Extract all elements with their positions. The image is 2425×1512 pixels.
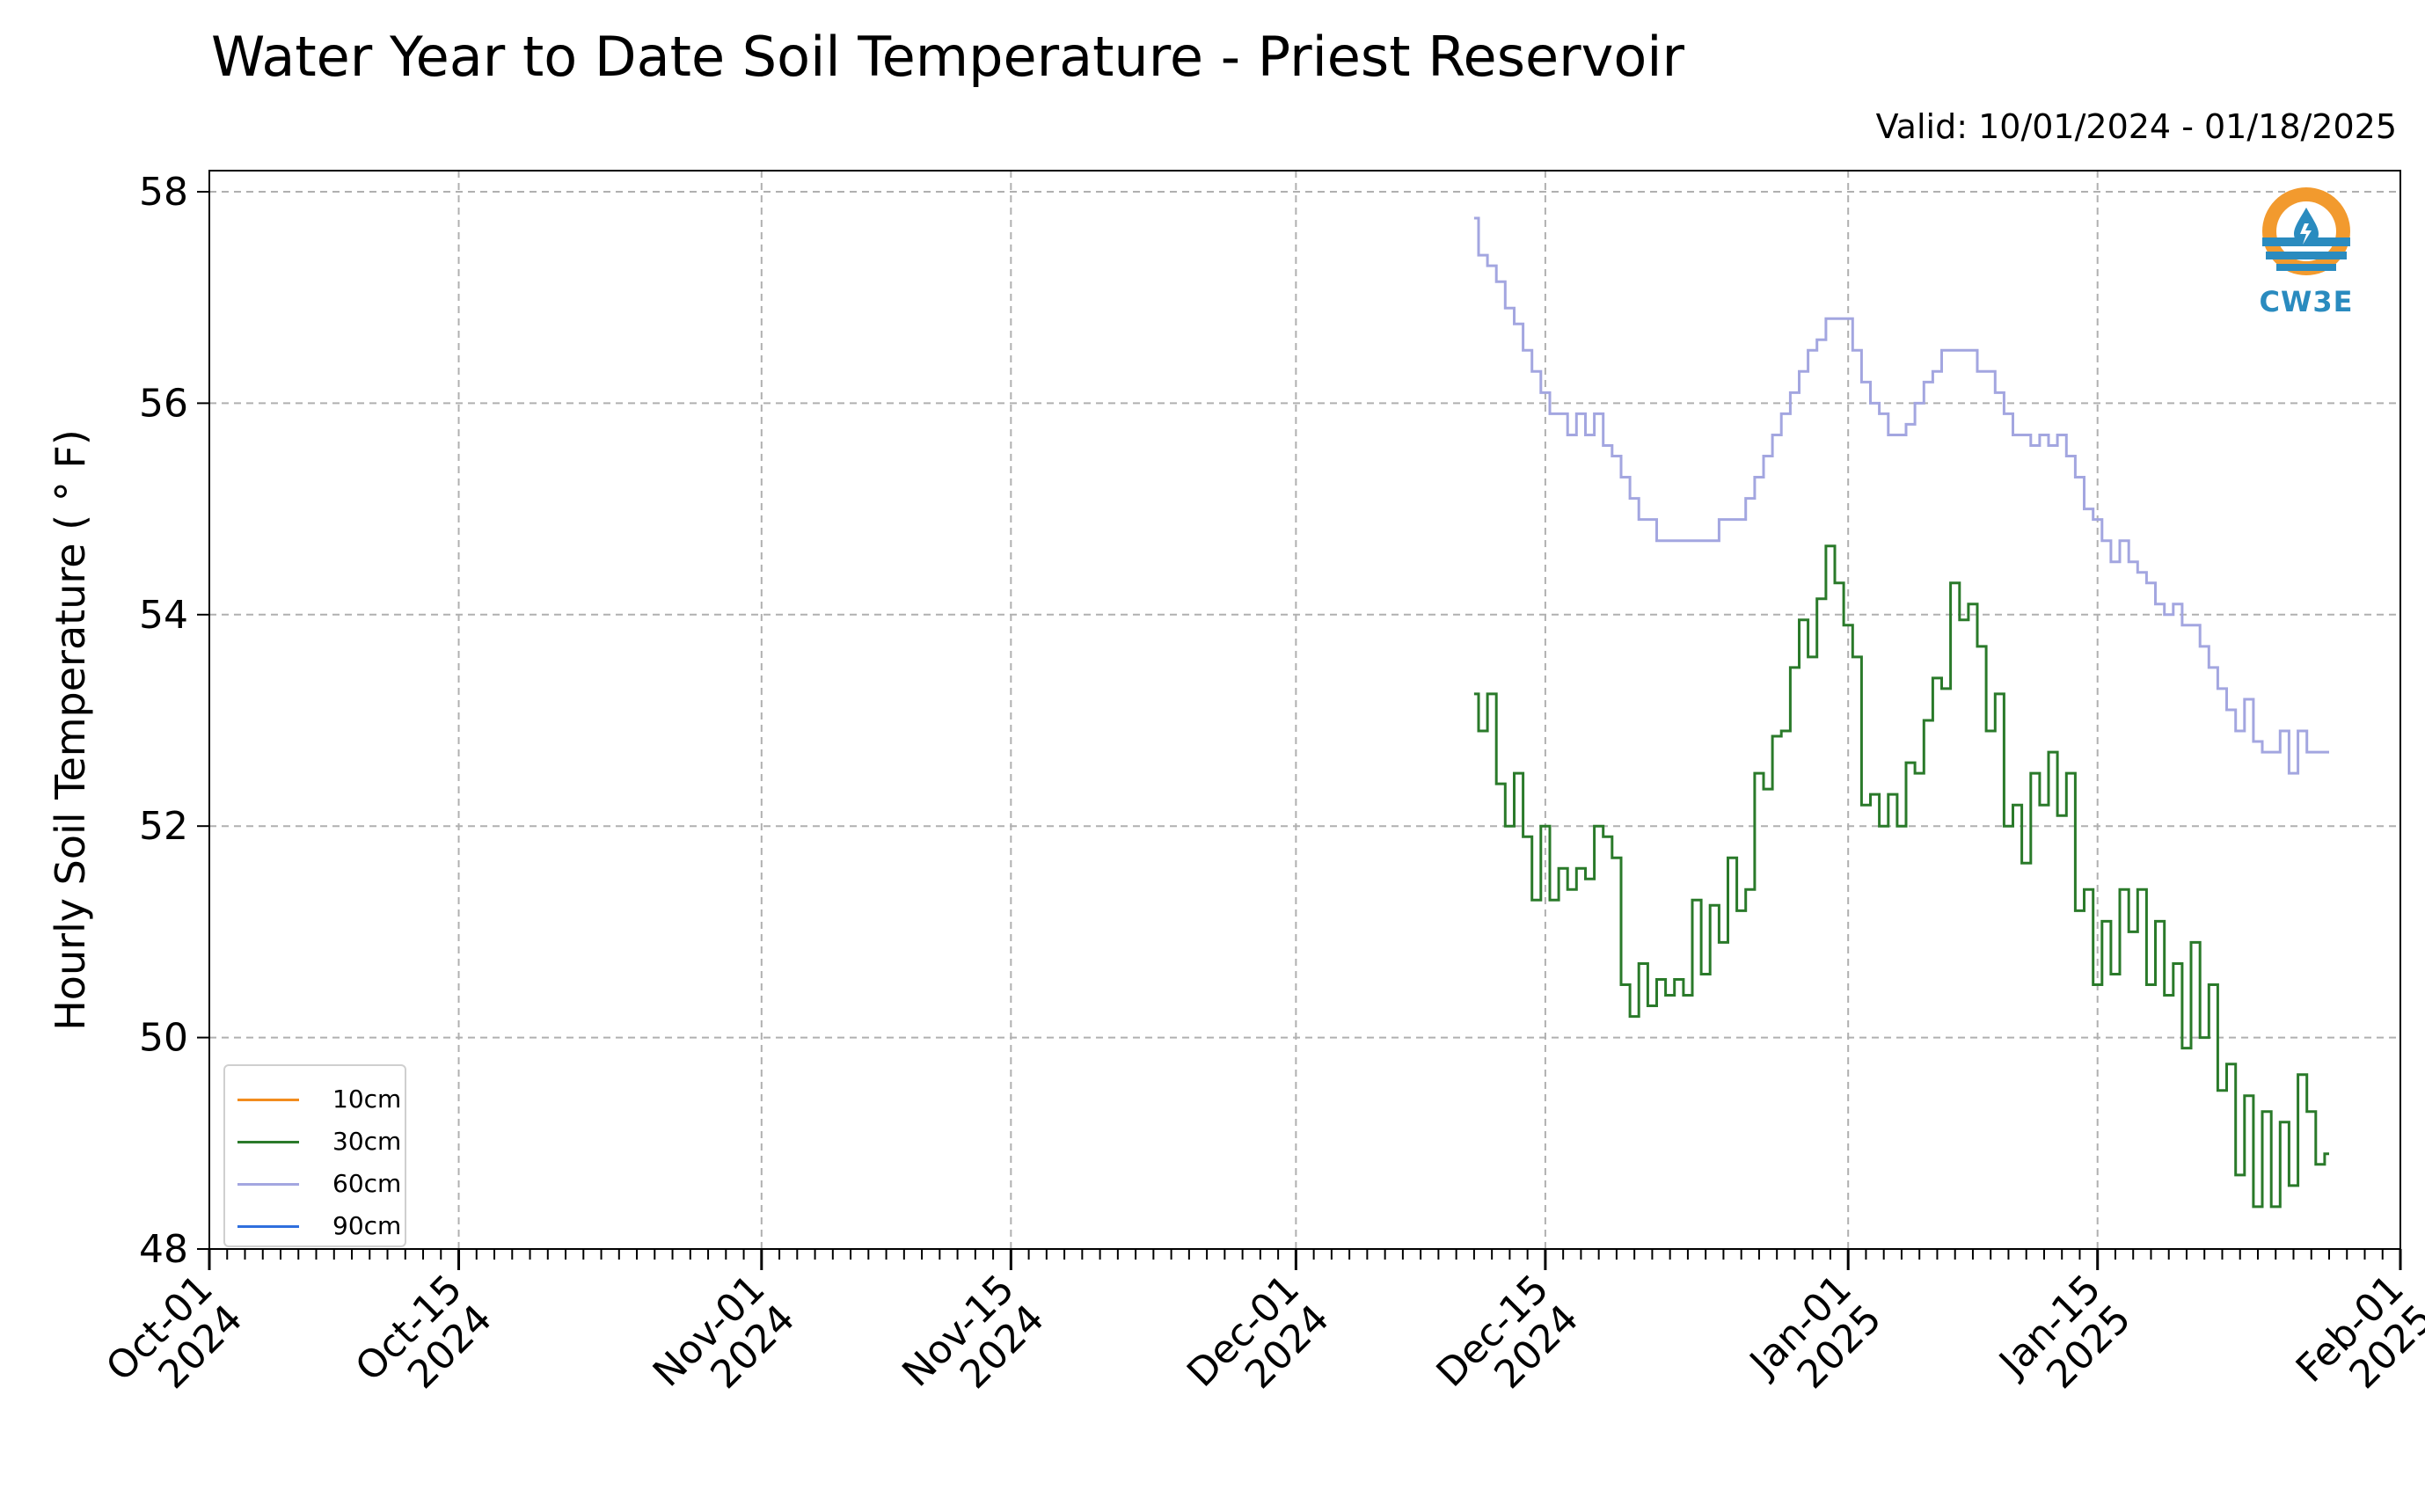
y-axis-label: Hourly Soil Temperature ( ° F) (47, 429, 94, 1031)
series-line-60cm (1473, 216, 2329, 775)
series-line-30cm (1473, 544, 2329, 1209)
y-tick-label: 48 (139, 1227, 188, 1272)
water-drop-logo-icon (2262, 187, 2350, 275)
grid-lines (208, 171, 2401, 1250)
legend-label-30cm: 30cm (332, 1127, 402, 1156)
y-tick-label: 58 (139, 170, 188, 215)
legend-swatch-90cm (237, 1225, 299, 1228)
legend-item-10cm: 10cm (237, 1082, 402, 1117)
series-lines (1473, 216, 2329, 1209)
legend-label-10cm: 10cm (332, 1085, 402, 1114)
legend-label-60cm: 60cm (332, 1169, 402, 1198)
valid-date-range: Valid: 10/01/2024 - 01/18/2025 (1875, 107, 2397, 146)
chart-title: Water Year to Date Soil Temperature - Pr… (211, 25, 1684, 89)
y-tick-label: 52 (139, 804, 188, 849)
legend-item-60cm: 60cm (237, 1166, 402, 1202)
y-tick-label: 50 (139, 1016, 188, 1061)
y-tick-label: 54 (139, 593, 188, 638)
legend-item-90cm: 90cm (237, 1209, 402, 1244)
legend-swatch-10cm (237, 1099, 299, 1101)
legend-label-90cm: 90cm (332, 1211, 402, 1240)
y-tick-label: 56 (139, 381, 188, 426)
legend-item-30cm: 30cm (237, 1124, 402, 1159)
legend-swatch-30cm (237, 1141, 299, 1143)
plot-frame (208, 170, 2401, 1250)
logo-text: CW3E (2259, 285, 2354, 318)
legend-swatch-60cm (237, 1183, 299, 1186)
legend: 10cm 30cm 60cm 90cm (223, 1064, 406, 1247)
cw3e-logo: CW3E (2253, 183, 2359, 318)
